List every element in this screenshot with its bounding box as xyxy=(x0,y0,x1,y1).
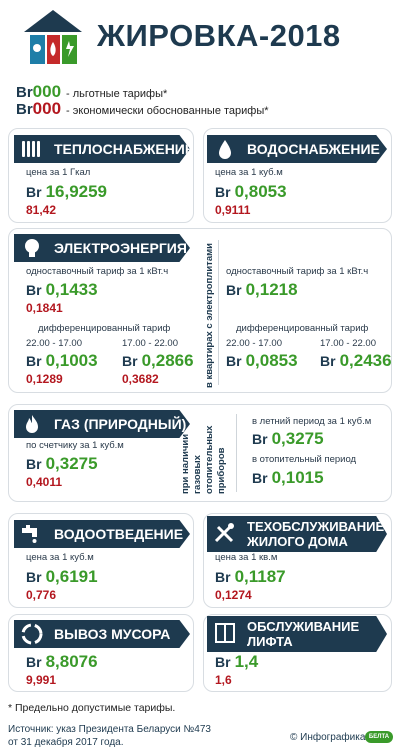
electricity-diff-label: дифференцированный тариф xyxy=(38,323,171,334)
house-logo-icon xyxy=(24,10,82,64)
electricity-diff2-econ: 0,3682 xyxy=(122,372,159,386)
garbage-pref-value: Br 8,8076 xyxy=(26,652,98,671)
gas-summer-value: Br 0,3275 xyxy=(252,429,324,448)
sewer-pref-value: Br 0,6191 xyxy=(26,567,98,586)
garbage-banner: ВЫВОЗ МУСОРА xyxy=(14,620,190,648)
electricity-single-econ: 0,1841 xyxy=(26,301,63,315)
wrench-screwdriver-icon xyxy=(214,523,234,543)
maintenance-unit: цена за 1 кв.м xyxy=(215,552,278,563)
elevator-econ-value: 1,6 xyxy=(215,673,232,687)
maintenance-econ-value: 0,1274 xyxy=(215,588,252,602)
sewer-econ-value: 0,776 xyxy=(26,588,57,602)
gas-heating-value: Br 0,1015 xyxy=(252,468,324,487)
source-line-1: Источник: указ Президента Беларуси №473 xyxy=(8,724,211,735)
sewer-unit: цена за 1 куб.м xyxy=(26,552,94,563)
page-title: ЖИРОВКА-2018 xyxy=(97,18,341,53)
gas-meter-label: по счетчику за 1 куб.м xyxy=(26,440,124,451)
gas-side-label-2: газовых xyxy=(192,455,203,494)
gas-divider xyxy=(236,414,237,492)
sewer-banner: ВОДООТВЕДЕНИЕ xyxy=(14,520,190,548)
gas-side-label-3: отопительных xyxy=(204,425,215,494)
electricity-divider xyxy=(218,240,219,385)
footnote: * Предельно допустимые тарифы. xyxy=(8,702,176,714)
electricity-single-pref: Br 0,1433 xyxy=(26,280,98,299)
electricity-period2: 17.00 - 22.00 xyxy=(122,338,178,349)
electricity-side-diff2: Br 0,2436 xyxy=(320,351,392,370)
electricity-single-label: одноставочный тариф за 1 кВт.ч xyxy=(26,266,169,277)
infographic-credit: © Инфографика xyxy=(290,732,366,743)
electricity-card xyxy=(8,228,392,393)
radiator-icon xyxy=(22,141,40,157)
gas-flame-icon xyxy=(26,415,38,433)
source-line-2: от 31 декабря 2017 года. xyxy=(8,737,124,748)
electricity-side-diff-label: дифференцированный тариф xyxy=(236,323,369,334)
heating-pref-value: Br 16,9259 xyxy=(26,182,108,201)
header: ЖИРОВКА-2018 xyxy=(0,0,400,72)
elevator-icon xyxy=(215,623,235,643)
legend-economic: Br000- экономически обоснованные тарифы* xyxy=(16,99,269,118)
elevator-banner: ОБСЛУЖИВАНИЕ ЛИФТА xyxy=(207,616,387,652)
water-econ-value: 0,9111 xyxy=(215,203,251,217)
electricity-side-label: в квартирах с электроплитами xyxy=(204,243,215,388)
recycle-icon xyxy=(21,623,43,645)
heating-banner: ТЕПЛОСНАБЖЕНИЕ xyxy=(14,135,190,163)
gas-pref-value: Br 0,3275 xyxy=(26,454,98,473)
electricity-side-diff1: Br 0,0853 xyxy=(226,351,298,370)
belta-logo: БЕЛТА xyxy=(365,731,393,743)
electricity-diff2-pref: Br 0,2866 xyxy=(122,351,194,370)
electricity-side-single: Br 0,1218 xyxy=(226,280,298,299)
electricity-diff1-econ: 0,1289 xyxy=(26,372,63,386)
elevator-pref-value: Br 1,4 xyxy=(215,652,259,671)
water-unit: цена за 1 куб.м xyxy=(215,167,283,178)
gas-econ-value: 0,4011 xyxy=(26,475,63,489)
maintenance-banner: ТЕХОБСЛУЖИВАНИЕ ЖИЛОГО ДОМА xyxy=(207,516,387,552)
light-bulb-icon xyxy=(25,239,39,257)
electricity-banner: ЭЛЕКТРОЭНЕРГИЯ xyxy=(14,234,190,262)
gas-side-label-1: при наличии xyxy=(180,433,191,494)
gas-summer-label: в летний период за 1 куб.м xyxy=(252,416,372,427)
water-drop-icon xyxy=(219,140,231,159)
gas-banner: ГАЗ (ПРИРОДНЫЙ) xyxy=(14,410,190,438)
heating-unit: цена за 1 Гкал xyxy=(26,167,91,178)
garbage-econ-value: 9,991 xyxy=(26,673,57,687)
heating-econ-value: 81,42 xyxy=(26,203,57,217)
water-banner: ВОДОСНАБЖЕНИЕ xyxy=(207,135,387,163)
electricity-side-single-label: одноставочный тариф за 1 кВт.ч xyxy=(226,266,369,277)
maintenance-pref-value: Br 0,1187 xyxy=(215,567,286,586)
gas-heating-label: в отопительный период xyxy=(252,454,357,465)
electricity-diff1-pref: Br 0,1003 xyxy=(26,351,98,370)
electricity-side-period1: 22.00 - 17.00 xyxy=(226,338,282,349)
electricity-side-period2: 17.00 - 22.00 xyxy=(320,338,376,349)
gas-side-label-4: приборов xyxy=(216,447,227,495)
legend-preferential: Br000- льготные тарифы* xyxy=(16,82,168,101)
faucet-icon xyxy=(22,525,37,543)
water-pref-value: Br 0,8053 xyxy=(215,182,287,201)
electricity-period1: 22.00 - 17.00 xyxy=(26,338,82,349)
